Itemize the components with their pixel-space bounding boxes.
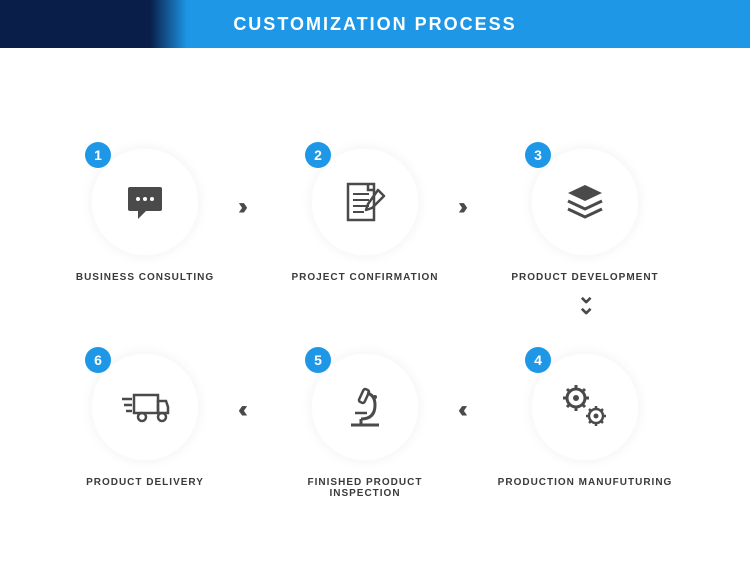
step-circle: 1 xyxy=(91,148,199,256)
step-label: BUSINESS CONSULTING xyxy=(55,272,235,283)
truck-icon xyxy=(120,387,170,427)
arrow-right-icon: ›› xyxy=(238,193,242,221)
arrow-left-icon: ‹‹ xyxy=(458,396,462,424)
step-circle: 5 xyxy=(311,353,419,461)
banner: CUSTOMIZATION PROCESS xyxy=(0,0,750,48)
step-badge: 6 xyxy=(85,347,111,373)
arrow-left-icon: ‹‹ xyxy=(238,396,242,424)
process-grid: 1 BUSINESS CONSULTING 2 P xyxy=(0,48,750,573)
step-label: FINISHED PRODUCT INSPECTION xyxy=(275,477,455,499)
step-5: 5 FINISHED PRODUCT INSPECTION xyxy=(275,353,455,499)
gears-icon xyxy=(560,384,610,430)
step-badge: 3 xyxy=(525,142,551,168)
document-icon xyxy=(342,180,388,224)
microscope-icon xyxy=(343,385,387,429)
step-circle: 2 xyxy=(311,148,419,256)
chat-icon xyxy=(124,183,166,221)
banner-title: CUSTOMIZATION PROCESS xyxy=(233,14,516,35)
step-circle: 3 xyxy=(531,148,639,256)
step-3: 3 PRODUCT DEVELOPMENT xyxy=(495,148,675,283)
step-circle: 6 xyxy=(91,353,199,461)
step-label: PROJECT CONFIRMATION xyxy=(275,272,455,283)
step-2: 2 PROJECT CONFIRMATION xyxy=(275,148,455,283)
step-label: PRODUCT DEVELOPMENT xyxy=(495,272,675,283)
step-1: 1 BUSINESS CONSULTING xyxy=(55,148,235,283)
step-badge: 4 xyxy=(525,347,551,373)
step-label: PRODUCT DELIVERY xyxy=(55,477,235,488)
step-badge: 2 xyxy=(305,142,331,168)
arrow-right-icon: ›› xyxy=(458,193,462,221)
step-badge: 1 xyxy=(85,142,111,168)
layers-icon xyxy=(564,181,606,223)
arrow-down-icon: ⌄⌄ xyxy=(577,290,595,312)
step-4: 4 xyxy=(495,353,675,488)
step-badge: 5 xyxy=(305,347,331,373)
step-label: PRODUCTION MANUFUTURING xyxy=(495,477,675,488)
step-6: 6 PRODUCT DELIVERY xyxy=(55,353,235,488)
step-circle: 4 xyxy=(531,353,639,461)
